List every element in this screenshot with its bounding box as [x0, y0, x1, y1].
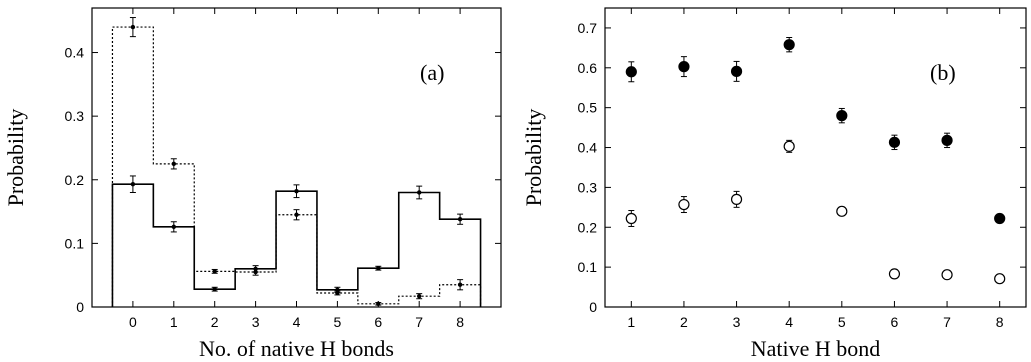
panel-a: 0 1 2 3 4 5 6 7 8 0 0.1 0.2 0.3 0.4 (a) No. of native…: [3, 7, 502, 361]
panel-b-open-circle-point: [730, 193, 743, 205]
panel-a-solid-point: [212, 286, 217, 292]
panel-a-x-tick-label: 1: [170, 314, 178, 330]
panel-a-y-tick-label: 0.2: [65, 172, 85, 188]
panel-b-open-circle-point: [994, 273, 1006, 285]
panel-a-dotted-point: [171, 161, 176, 167]
panel-a-dotted-point: [457, 282, 463, 287]
panel-a-dotted-point: [253, 269, 258, 275]
panel-a-y-tick-label: 0.3: [65, 108, 85, 124]
panel-b-y-tick-label: 0.5: [578, 100, 598, 116]
panel-a-solid-point: [171, 224, 176, 230]
panel-a-x-tick-label: 5: [334, 314, 342, 330]
panel-b-x-tick-label: 5: [838, 314, 846, 330]
panel-a-solid-point: [294, 189, 299, 194]
panel-a-dotted-point: [417, 293, 422, 299]
panel-b-y-tick-label: 0.1: [578, 259, 598, 275]
panel-b-open-circle-point: [888, 268, 901, 280]
panel-b-filled-circle-point: [730, 65, 743, 77]
panel-b-x-tick-label: 6: [891, 314, 899, 330]
panel-a-x-tick-label: 0: [129, 314, 137, 330]
panel-a-x-tick-label: 7: [415, 314, 423, 330]
panel-b-y-tick-label: 0.4: [578, 140, 598, 156]
panel-a-solid-point: [130, 182, 136, 187]
panel-a-frame: [91, 7, 502, 308]
panel-b-x-tick-label: 3: [733, 314, 741, 330]
panel-b-open-circle-point: [625, 212, 637, 225]
panel-b-y-tick-label: 0.7: [578, 20, 598, 36]
panel-a-label: (a): [420, 60, 444, 85]
panel-b-y-axis-label: Probability: [521, 109, 546, 207]
panel-a-x-tick-label: 6: [374, 314, 382, 330]
panel-b: 1 2 3 4 5 6 7 8 0 0.1 0.2 0.3 0.4 0.5 0.6 0.7 (b) Nativ…: [521, 7, 1027, 361]
panel-a-x-tick-label: 8: [456, 314, 464, 330]
panel-b-filled-circle-point: [836, 110, 848, 122]
panel-a-dotted-point: [130, 24, 136, 30]
panel-a-y-tick-label: 0.1: [65, 235, 85, 251]
panel-b-y-tick-label: 0.6: [578, 60, 598, 76]
panel-b-x-tick-label: 1: [627, 314, 635, 330]
panel-a-x-tick-label: 4: [293, 314, 301, 330]
panel-a-ticks: 0 1 2 3 4 5 6 7 8 0 0.1 0.2 0.3 0.4: [65, 8, 501, 330]
panel-b-open-circle-point: [836, 205, 848, 217]
panel-b-x-tick-label: 2: [680, 314, 688, 330]
panel-b-frame: [604, 7, 1027, 308]
panel-a-series-solid-line: [111, 183, 482, 307]
panel-b-label: (b): [930, 60, 956, 85]
panel-a-solid-point: [457, 217, 463, 222]
panel-b-x-axis-label: Native H bond: [751, 336, 881, 361]
panel-a-x-axis-label: No. of native H bonds: [199, 336, 394, 361]
panel-a-dotted-point: [335, 290, 340, 296]
panel-b-x-tick-label: 8: [996, 314, 1004, 330]
panel-b-filled-circle-point: [783, 39, 795, 51]
panel-a-x-tick-label: 2: [211, 314, 219, 330]
panel-b-x-tick-label: 4: [785, 314, 793, 330]
panel-a-y-tick-label: 0: [76, 299, 84, 315]
panel-b-plot-area: [625, 37, 1006, 285]
panel-a-dotted-point: [294, 212, 299, 217]
panel-b-ticks: 1 2 3 4 5 6 7 8 0 0.1 0.2 0.3 0.4 0.5 0.6 0.7: [578, 8, 1026, 330]
panel-b-y-tick-label: 0: [589, 299, 597, 315]
panel-b-filled-circle-point: [994, 212, 1006, 225]
panel-a-y-axis-label: Probability: [3, 109, 28, 207]
panel-a-solid-point: [376, 265, 381, 271]
panel-b-filled-circle-point: [678, 61, 690, 73]
panel-b-y-tick-label: 0.3: [578, 179, 598, 195]
panel-b-filled-circle-point: [888, 136, 901, 148]
panel-b-filled-circle-point: [941, 134, 953, 146]
panel-a-y-tick-label: 0.4: [65, 45, 85, 61]
panel-b-x-tick-label: 7: [943, 314, 951, 330]
panel-a-series-dotted-line: [111, 26, 482, 307]
panel-b-filled-circle-point: [625, 66, 637, 78]
panel-a-x-tick-label: 3: [252, 314, 260, 330]
panel-b-open-circle-point: [783, 140, 795, 152]
panel-b-open-circle-point: [941, 269, 953, 281]
panel-a-dotted-point: [212, 269, 217, 274]
panel-b-open-circle-point: [678, 198, 690, 211]
panel-b-y-tick-label: 0.2: [578, 219, 598, 235]
panel-a-solid-point: [417, 190, 422, 195]
